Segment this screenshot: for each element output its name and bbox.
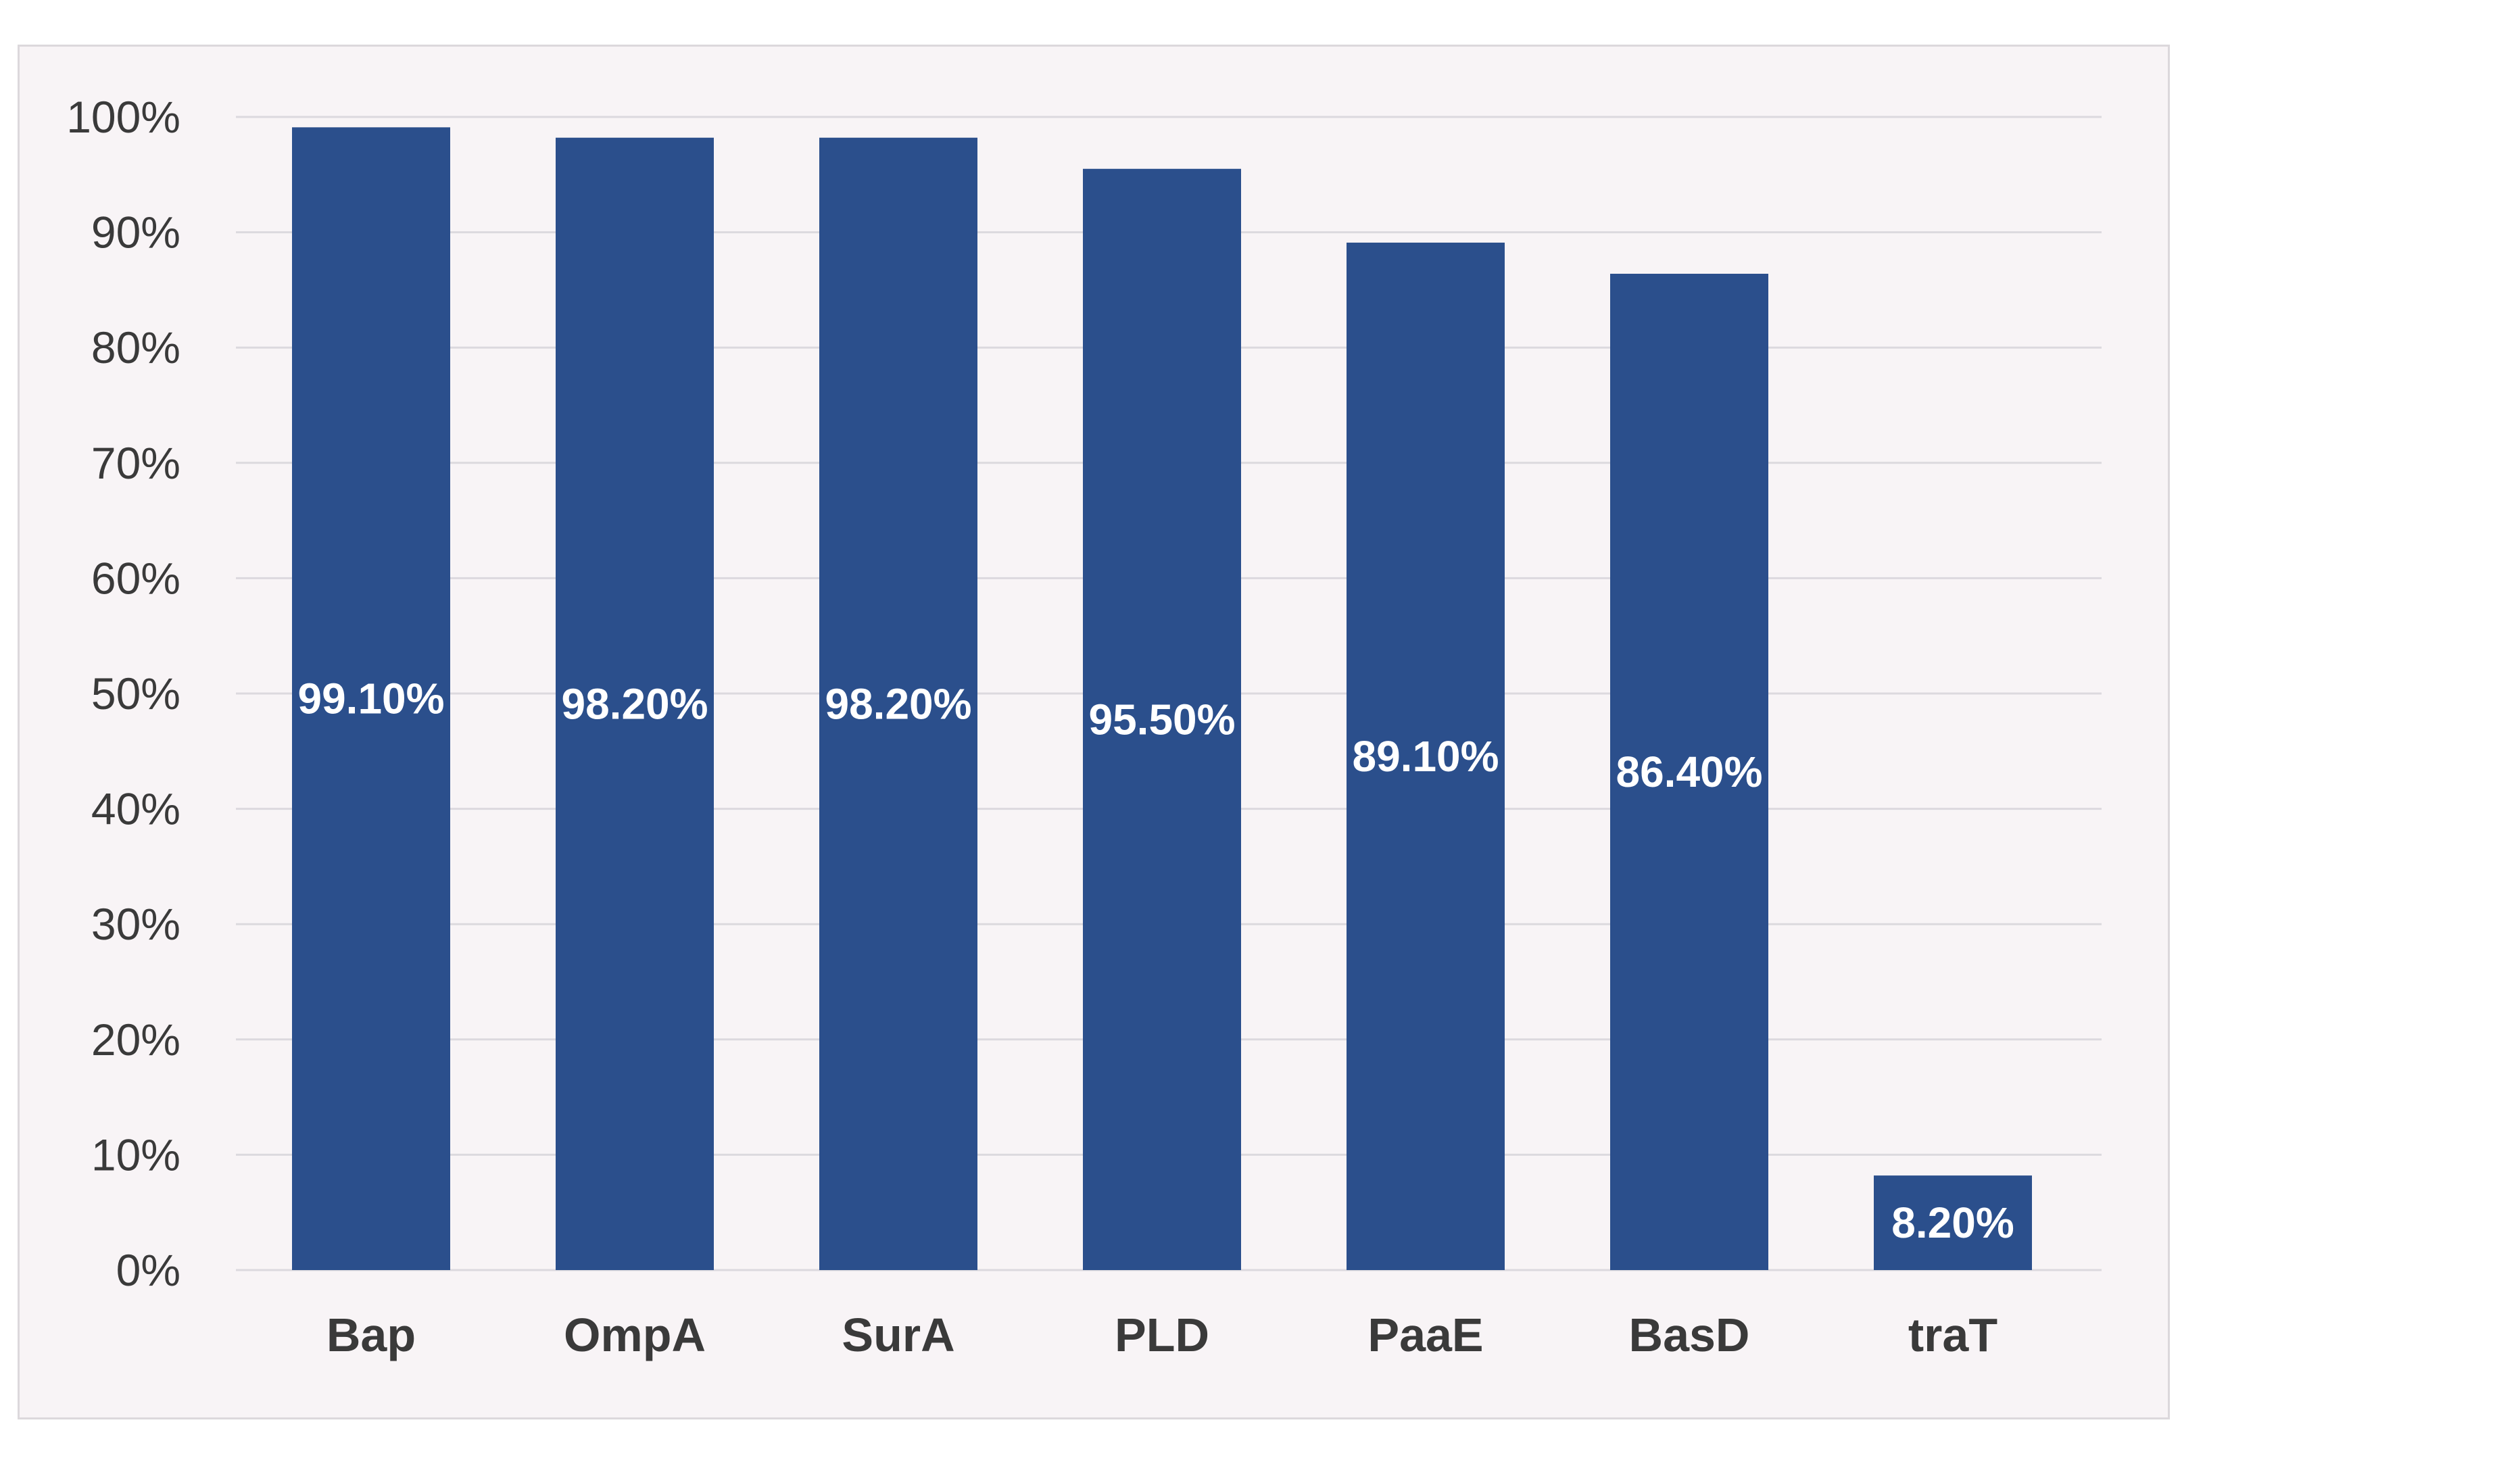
data-label-basd: 86.40% bbox=[1616, 748, 1762, 796]
x-category-label: BasD bbox=[1629, 1309, 1750, 1361]
bar-sura bbox=[819, 137, 977, 1270]
x-category-label: PLD bbox=[1115, 1309, 1209, 1361]
y-tick-label: 10% bbox=[91, 1129, 180, 1179]
chart-area: 0% 10% 20% 30% 40% 50% 60% 70% 80% 90% 100% 99.10%… bbox=[18, 45, 2170, 1419]
y-tick-label: 40% bbox=[91, 784, 180, 834]
data-label-paae: 89.10% bbox=[1352, 732, 1499, 781]
y-axis-tick-labels: 0% 10% 20% 30% 40% 50% 60% 70% 80% 90% 100% bbox=[66, 92, 180, 1295]
x-category-label: SurA bbox=[842, 1309, 954, 1361]
x-category-label: OmpA bbox=[564, 1309, 706, 1361]
bar-basd bbox=[1610, 274, 1768, 1270]
data-label-bap: 99.10% bbox=[297, 675, 444, 723]
x-category-label: PaaE bbox=[1367, 1309, 1483, 1361]
y-tick-label: 50% bbox=[91, 668, 180, 719]
bar-trat bbox=[1874, 1175, 2032, 1270]
x-axis-category-labels: Bap OmpA SurA PLD PaaE BasD traT bbox=[326, 1309, 1997, 1361]
y-tick-label: 0% bbox=[116, 1245, 180, 1295]
data-label-ompa: 98.20% bbox=[561, 679, 708, 728]
bar-chart: 0% 10% 20% 30% 40% 50% 60% 70% 80% 90% 100% 99.10%… bbox=[66, 92, 2102, 1361]
y-tick-label: 70% bbox=[91, 438, 180, 488]
y-tick-label: 60% bbox=[91, 553, 180, 603]
x-category-label: traT bbox=[1908, 1309, 1997, 1361]
y-tick-label: 80% bbox=[91, 322, 180, 372]
data-labels: 99.10% 98.20% 98.20% 95.50% 89.10% 86.40% 8.20… bbox=[297, 675, 2014, 1247]
y-tick-label: 30% bbox=[91, 899, 180, 949]
data-label-pld: 95.50% bbox=[1088, 695, 1235, 744]
data-label-sura: 98.20% bbox=[825, 679, 971, 728]
y-tick-label: 90% bbox=[91, 208, 180, 258]
bar-pld bbox=[1083, 168, 1241, 1270]
y-tick-label: 100% bbox=[66, 92, 180, 142]
bar-paae bbox=[1347, 242, 1505, 1271]
bar-bap bbox=[292, 127, 450, 1270]
x-category-label: Bap bbox=[326, 1309, 416, 1361]
bar-ompa bbox=[556, 137, 714, 1270]
bars bbox=[292, 127, 2032, 1271]
y-tick-label: 20% bbox=[91, 1015, 180, 1065]
data-label-trat: 8.20% bbox=[1891, 1198, 2014, 1247]
